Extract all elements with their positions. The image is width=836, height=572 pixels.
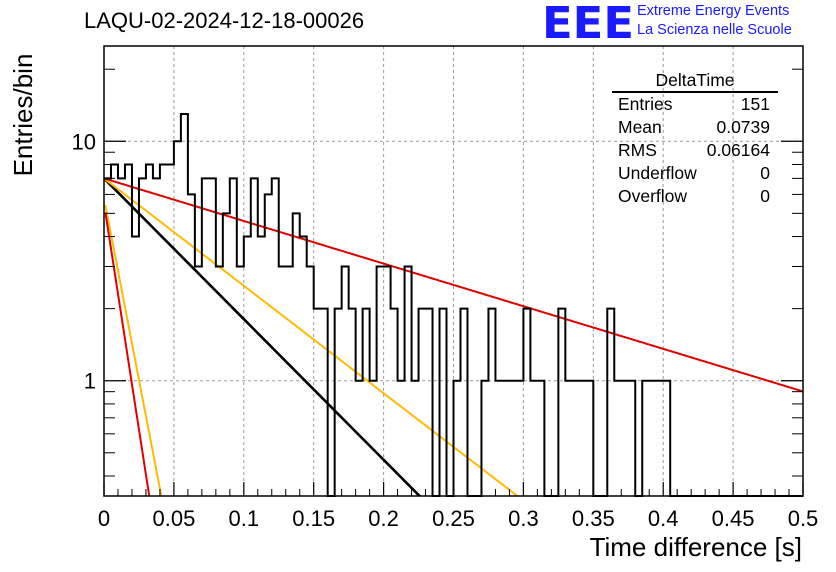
eee-logo-icon: EEE bbox=[542, 0, 634, 44]
stats-row-underflow: Underflow 0 bbox=[612, 162, 778, 185]
stats-label: Overflow bbox=[618, 186, 688, 206]
x-axis-label: Time difference [s] bbox=[589, 532, 802, 562]
x-tick-label: 0.25 bbox=[432, 506, 475, 531]
axis-ticks bbox=[103, 68, 804, 496]
stats-title: DeltaTime bbox=[612, 70, 778, 93]
fit-curve-orange bbox=[104, 205, 163, 496]
x-tick-label: 0.2 bbox=[368, 506, 399, 531]
y-tick-label: 1 bbox=[84, 369, 96, 394]
x-tick-label: 0.35 bbox=[572, 506, 615, 531]
stats-label: Underflow bbox=[618, 163, 697, 183]
fit-curve-red bbox=[104, 177, 803, 393]
y-tick-label: 10 bbox=[72, 129, 96, 154]
x-tick-label: 0.15 bbox=[292, 506, 335, 531]
x-tick-label: 0.45 bbox=[712, 506, 755, 531]
stats-value: 0 bbox=[760, 163, 770, 183]
stats-row-mean: Mean 0.0739 bbox=[612, 116, 778, 139]
logo-caption-line1: Extreme Energy Events bbox=[637, 3, 790, 19]
svg-text:EEE: EEE bbox=[542, 0, 634, 44]
x-tick-label: 0.4 bbox=[648, 506, 679, 531]
stats-value: 0 bbox=[760, 186, 770, 206]
fit-curve-red bbox=[104, 212, 151, 496]
x-tick-label: 0.1 bbox=[229, 506, 260, 531]
stats-value: 151 bbox=[740, 94, 770, 114]
fit-curves bbox=[104, 177, 803, 496]
stats-row-entries: Entries 151 bbox=[612, 93, 778, 116]
x-tick-label: 0.3 bbox=[508, 506, 539, 531]
x-tick-label: 0 bbox=[98, 506, 110, 531]
histogram-steps bbox=[104, 112, 803, 497]
logo-caption-line2: La Scienza nelle Scuole bbox=[637, 22, 792, 38]
logo-caption: Extreme Energy Events La Scienza nelle S… bbox=[637, 2, 792, 40]
fit-curve-orange bbox=[104, 177, 520, 496]
tick-labels: 0 0.05 0.1 0.15 0.2 0.25 0.3 0.35 0.4 0.45 0.5 1 10 bbox=[72, 129, 819, 531]
stats-value: 0.06164 bbox=[706, 140, 770, 160]
fit-curve-black bbox=[104, 177, 422, 496]
stats-box: DeltaTime Entries 151 Mean 0.0739 RMS 0.… bbox=[612, 70, 778, 208]
stats-label: Entries bbox=[618, 94, 673, 114]
run-title: LAQU-02-2024-12-18-00026 bbox=[84, 8, 365, 33]
x-tick-label: 0.05 bbox=[152, 506, 195, 531]
stats-value: 0.0739 bbox=[716, 117, 770, 137]
stats-row-rms: RMS 0.06164 bbox=[612, 139, 778, 162]
stats-row-overflow: Overflow 0 bbox=[612, 185, 778, 208]
grid-lines bbox=[104, 46, 803, 496]
stats-label: Mean bbox=[618, 117, 662, 137]
x-tick-label: 0.5 bbox=[788, 506, 819, 531]
y-axis-label: Entries/bin bbox=[8, 53, 38, 177]
stats-label: RMS bbox=[618, 140, 657, 160]
